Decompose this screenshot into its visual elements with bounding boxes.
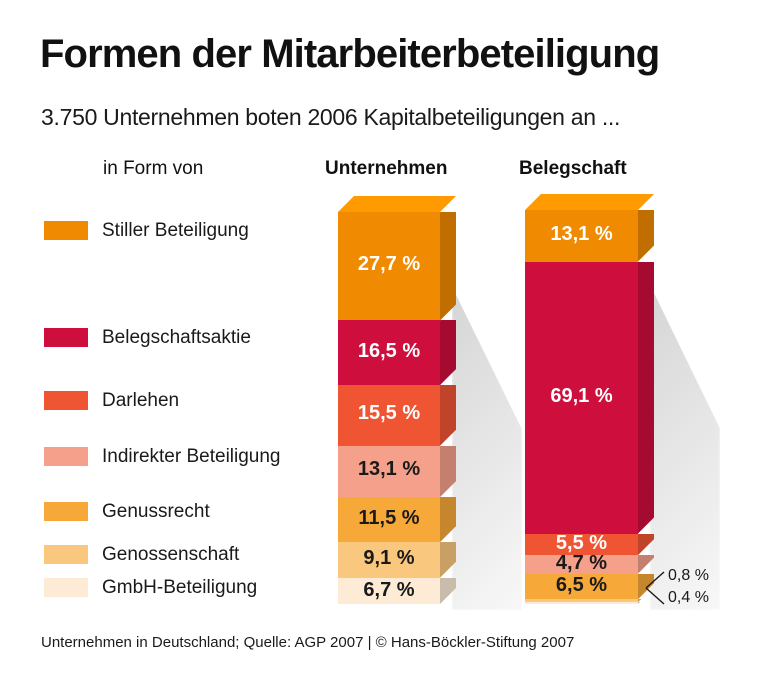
bar-segment: [338, 212, 440, 321]
stacked-bar-unternehmen: 27,7 % 16,5 % 15,5 % 13,1 % 11,5 % 9,1 % 6,7 %: [338, 196, 522, 610]
bar-segment-side-face: [440, 320, 456, 385]
bar-segment: [525, 602, 638, 604]
legend-color-swatch: [44, 502, 88, 521]
bar-segment-face: [338, 445, 440, 498]
stacked-bar-belegschaft: 13,1 % 69,1 % 5,5 % 4,7 % 6,5 %: [525, 194, 720, 610]
legend-color-swatch: [44, 447, 88, 466]
legend-item-label: Indirekter Beteiligung: [102, 446, 281, 467]
callout-leader-lines: [645, 571, 665, 605]
legend-item-label: Genussrecht: [102, 501, 210, 522]
bar-drop-shadow: [452, 286, 522, 610]
bar-drop-shadow: [650, 284, 720, 610]
page-subtitle: 3.750 Unternehmen boten 2006 Kapitalbete…: [41, 104, 621, 130]
bar-top-face: [338, 196, 456, 212]
bar-segment: [525, 261, 638, 534]
bar-segment-face: [338, 542, 440, 578]
legend-color-swatch: [44, 545, 88, 564]
bar-segment-face: [338, 497, 440, 543]
legend-color-swatch: [44, 391, 88, 410]
bar-segment-face: [338, 320, 440, 386]
bar-segment: [525, 555, 638, 574]
bar-segment-side-face: [638, 210, 654, 262]
bar-segment-face: [525, 533, 638, 556]
bar-segment-side-face: [440, 446, 456, 497]
bar-segment-face: [338, 212, 440, 321]
legend-color-swatch: [44, 328, 88, 347]
bar-segment: [338, 497, 440, 543]
bar-segment-face: [525, 261, 638, 534]
legend-item-label: Darlehen: [102, 390, 180, 411]
bar-segment-callout-value: 0,4 %: [668, 589, 709, 606]
legend-column-heading: in Form von: [103, 158, 204, 179]
bar-segment: [338, 320, 440, 386]
bar-segment-face: [525, 599, 638, 603]
bar-segment-side-face: [638, 262, 654, 534]
legend-color-swatch: [44, 221, 88, 240]
bar-segment-face: [525, 210, 638, 262]
legend-item-label: GmbH-Beteiligung: [102, 577, 258, 598]
bar-segment: [525, 533, 638, 556]
bar-segment: [338, 577, 440, 604]
bar1-column-heading: Unternehmen: [325, 158, 448, 179]
bar-segment-side-face: [440, 385, 456, 446]
bar-segment-face: [525, 573, 638, 600]
bar2-column-heading: Belegschaft: [519, 158, 627, 179]
legend-item-label: Genossenschaft: [102, 544, 240, 565]
bar-segment: [525, 210, 638, 262]
bar-top-face: [525, 194, 654, 210]
bar-segment-face: [338, 577, 440, 604]
bar-segment: [338, 445, 440, 498]
bar-segment-side-face: [440, 212, 456, 320]
page-title: Formen der Mitarbeiterbeteiligung: [40, 32, 660, 76]
bar-segment-callout-value: 0,8 %: [668, 567, 709, 584]
bar-segment-face: [525, 555, 638, 574]
bar-segment-face: [525, 602, 638, 604]
legend-color-swatch: [44, 578, 88, 597]
source-note: Unternehmen in Deutschland; Quelle: AGP …: [41, 634, 575, 651]
bar-segment: [338, 385, 440, 446]
bar-segment-face: [338, 385, 440, 446]
legend-item-label: Belegschaftsaktie: [102, 327, 251, 348]
bar-segment: [525, 573, 638, 600]
legend-item-label: Stiller Beteiligung: [102, 220, 249, 241]
bar-segment: [338, 542, 440, 578]
